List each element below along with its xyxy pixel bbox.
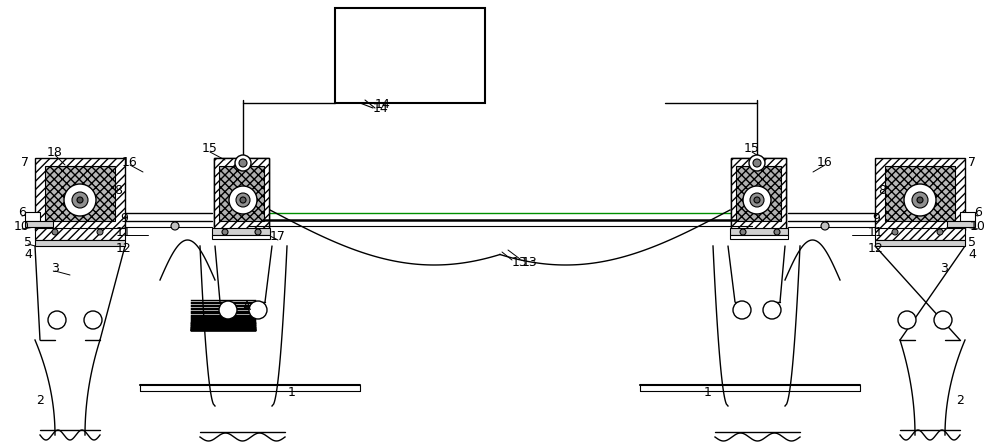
Bar [25, 221, 53, 227]
Circle shape [77, 197, 83, 203]
Bar [731, 158, 786, 230]
Bar [35, 158, 125, 230]
Bar [35, 228, 125, 240]
Text: 8: 8 [878, 183, 886, 197]
Text: 17: 17 [270, 231, 286, 244]
Circle shape [934, 311, 952, 329]
Text: 7: 7 [21, 156, 29, 169]
Text: 9: 9 [872, 211, 880, 224]
Text: 14: 14 [373, 102, 389, 115]
Text: 5: 5 [968, 235, 976, 248]
Text: 10: 10 [970, 219, 986, 232]
Text: 2: 2 [36, 393, 44, 406]
Bar [219, 166, 264, 221]
Text: 6: 6 [974, 206, 982, 219]
Text: 11: 11 [868, 226, 884, 239]
Text: 6: 6 [18, 206, 26, 219]
Circle shape [898, 311, 916, 329]
Bar [214, 158, 269, 230]
Bar [730, 235, 788, 239]
Text: 12: 12 [116, 241, 132, 255]
Circle shape [240, 197, 246, 203]
Circle shape [821, 222, 829, 230]
Circle shape [743, 186, 771, 214]
Text: 16: 16 [122, 156, 138, 169]
Bar [875, 158, 965, 230]
Text: 8: 8 [114, 183, 122, 197]
Circle shape [239, 159, 247, 167]
Circle shape [904, 184, 936, 216]
Circle shape [97, 229, 103, 235]
Text: 7: 7 [968, 156, 976, 169]
Circle shape [171, 222, 179, 230]
Circle shape [740, 229, 746, 235]
Bar [947, 221, 975, 227]
Text: 4: 4 [24, 248, 32, 260]
Bar [731, 158, 786, 230]
Circle shape [249, 301, 267, 319]
Text: 16: 16 [817, 156, 833, 169]
Circle shape [763, 301, 781, 319]
Circle shape [72, 192, 88, 208]
Text: 5: 5 [24, 235, 32, 248]
Text: 4: 4 [968, 248, 976, 260]
Circle shape [219, 301, 237, 319]
Circle shape [917, 197, 923, 203]
Text: 13: 13 [522, 256, 538, 268]
Circle shape [753, 159, 761, 167]
Circle shape [892, 229, 898, 235]
Text: 2: 2 [956, 393, 964, 406]
Text: 12: 12 [868, 241, 884, 255]
Circle shape [84, 311, 102, 329]
Bar [875, 228, 965, 240]
Circle shape [48, 311, 66, 329]
Text: 11: 11 [116, 226, 132, 239]
Text: 13: 13 [512, 256, 528, 269]
Bar [212, 235, 270, 239]
Circle shape [235, 155, 251, 171]
Bar [875, 240, 965, 246]
Bar [736, 166, 781, 221]
Circle shape [912, 192, 928, 208]
Circle shape [52, 229, 58, 235]
Bar [212, 228, 270, 235]
Bar [960, 212, 975, 221]
Bar [35, 240, 125, 246]
Circle shape [937, 229, 943, 235]
Bar [885, 166, 955, 221]
Text: A: A [243, 300, 251, 313]
Bar [45, 166, 115, 221]
Bar [25, 212, 40, 221]
Circle shape [754, 197, 760, 203]
Text: 14: 14 [375, 99, 391, 112]
Circle shape [750, 193, 764, 207]
Text: 18: 18 [47, 145, 63, 158]
Circle shape [236, 193, 250, 207]
Circle shape [749, 155, 765, 171]
Circle shape [255, 229, 261, 235]
Circle shape [733, 301, 751, 319]
Circle shape [222, 229, 228, 235]
Bar [335, 8, 485, 103]
Circle shape [64, 184, 96, 216]
Text: 15: 15 [202, 141, 218, 154]
Text: 10: 10 [14, 219, 30, 232]
Bar [214, 158, 269, 230]
Text: 15: 15 [744, 141, 760, 154]
Text: 3: 3 [940, 261, 948, 274]
Text: 9: 9 [120, 211, 128, 224]
Text: 1: 1 [704, 387, 712, 400]
Circle shape [774, 229, 780, 235]
Text: 3: 3 [51, 261, 59, 274]
Text: 1: 1 [288, 387, 296, 400]
Bar [730, 228, 788, 235]
Circle shape [229, 186, 257, 214]
